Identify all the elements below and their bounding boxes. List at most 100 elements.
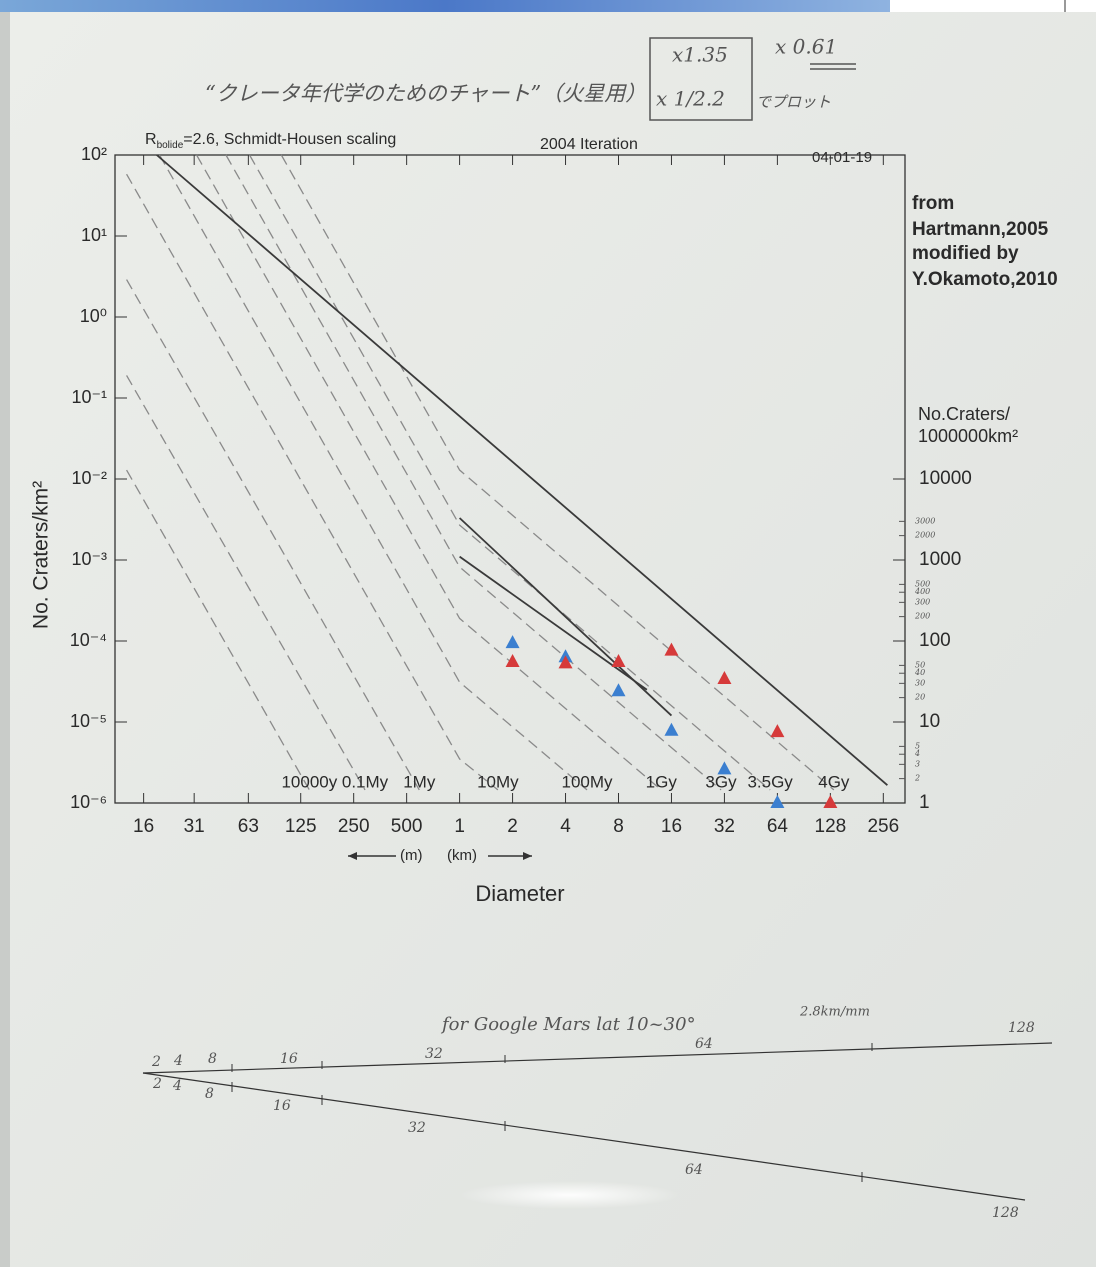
triangle-marker <box>664 722 679 736</box>
y2-minor-label: 200 <box>914 612 930 621</box>
isochron-label: 1Gy <box>646 772 678 791</box>
triangle-marker <box>611 654 626 668</box>
chart-title: 2004 Iteration <box>540 136 638 153</box>
scale-label: 4 <box>172 1078 182 1094</box>
arrow-head <box>523 852 532 860</box>
scale-label: 8 <box>208 1051 217 1067</box>
scale-note: for Google Mars lat 10~30° <box>440 1014 696 1035</box>
y2-tick-label: 10 <box>919 711 940 732</box>
scale-labels: 2 4 8 16 32 64 128 2 4 8 16 32 64 128 <box>151 1020 1035 1221</box>
chart-date: 04-01-19 <box>812 149 872 166</box>
y2-tick-label: 1000 <box>919 549 961 570</box>
triangle-marker <box>505 635 520 649</box>
y2-minor-label: 2 <box>914 774 920 783</box>
x-tick-label: 16 <box>661 816 682 837</box>
isochron-label: 10My <box>477 772 519 791</box>
source-line: modified by <box>912 243 1019 264</box>
y2-minor-label: 5 <box>915 741 920 750</box>
x-tick-label: 64 <box>767 816 789 837</box>
x-tick-label: 16 <box>133 816 154 837</box>
triangle-marker <box>611 683 626 697</box>
y2-minor-label: 300 <box>915 597 930 606</box>
x-tick-label: 500 <box>391 816 423 837</box>
y2-label: No.Craters/ <box>918 404 1010 424</box>
source-line: Y.Okamoto,2010 <box>912 269 1058 290</box>
y2-minor-label: 40 <box>914 668 925 677</box>
handwritten-note: x1.35 <box>672 43 728 67</box>
x-tick-label: 63 <box>238 816 259 837</box>
handwritten-note: でプロット <box>756 93 831 111</box>
triangle-marker <box>717 670 732 684</box>
isochron-label: 100My <box>562 772 614 791</box>
isochron <box>225 154 722 791</box>
x-unit: (m) <box>400 847 423 864</box>
y2-minor-label: 30 <box>915 678 925 687</box>
y-tick-label: 10⁰ <box>80 306 107 326</box>
x-tick-label: 32 <box>714 816 735 837</box>
handwritten-note: x 0.61 <box>775 35 837 59</box>
x-tick-label: 125 <box>285 816 317 837</box>
y2-minor-label: 4 <box>914 749 920 758</box>
scale-line <box>142 1072 1026 1201</box>
x-tick-label: 31 <box>184 816 205 837</box>
y2-minor-label: 400 <box>914 587 930 596</box>
x-tick-label: 2 <box>507 816 518 837</box>
scaling-part: R <box>145 131 157 148</box>
scale-resolution: 2.8km/mm <box>799 1005 870 1020</box>
scale-label: 128 <box>992 1205 1019 1221</box>
arrow-head <box>348 852 357 860</box>
isochron <box>158 154 588 791</box>
x-tick-label: 128 <box>815 816 847 837</box>
y2-minor-label: 3 <box>915 759 920 768</box>
glare <box>460 1181 680 1209</box>
isochron <box>248 154 771 791</box>
y-tick-label: 10⁻⁵ <box>70 711 107 731</box>
scale-label: 4 <box>173 1053 183 1069</box>
isochron <box>126 375 366 791</box>
y-tick-label: 10⁻⁶ <box>70 792 107 812</box>
paper-edge <box>0 0 10 1267</box>
x-tick-label: 250 <box>338 816 370 837</box>
source: from Hartmann,2005 modified by Y.Okamoto… <box>912 193 1058 290</box>
y2-minor-label: 50 <box>915 660 925 669</box>
y2-label: 1000000km² <box>918 426 1018 446</box>
handwritten-note: x 1/2.2 <box>656 87 725 111</box>
scaling-note: Rbolide=2.6, Schmidt-Housen scaling <box>145 131 396 150</box>
isochron-label: 10000y <box>281 772 337 791</box>
y-tick-label: 10¹ <box>81 225 107 245</box>
triangle-marker <box>770 795 785 808</box>
y2-tick-label: 100 <box>919 630 951 651</box>
x-tick-label: 8 <box>613 816 624 837</box>
triangle-marker <box>823 795 838 808</box>
solid-line <box>156 154 888 786</box>
scale-label: 32 <box>425 1046 443 1062</box>
y-tick-label: 10² <box>81 144 107 164</box>
solid-line <box>459 555 648 691</box>
y2-minor-label: 500 <box>915 579 930 588</box>
x-tick-label: 1 <box>454 816 465 837</box>
y-label: No. Craters/km² <box>30 481 53 629</box>
isochron-label: 0.1My <box>342 772 389 791</box>
y2-minor-label: 2000 <box>914 531 935 540</box>
scale-label: 16 <box>273 1098 291 1114</box>
triangle-marker <box>558 655 573 669</box>
scale-label: 8 <box>205 1086 214 1102</box>
scale-label: 2 <box>152 1076 162 1092</box>
source-line: from <box>912 193 954 214</box>
isochron-label: 3Gy <box>705 772 737 791</box>
top-strip <box>0 0 890 12</box>
scale-label: 2 <box>151 1054 161 1070</box>
top-right-white <box>890 0 1096 12</box>
scaling-part: bolide <box>157 140 184 151</box>
note-box <box>649 37 753 121</box>
triangle-marker <box>717 761 732 775</box>
x-unit: (km) <box>447 847 477 864</box>
y2-minor-label: 20 <box>914 693 925 702</box>
triangle-marker <box>664 642 679 656</box>
x-tick-label: 4 <box>560 816 571 837</box>
scale-label: 32 <box>408 1120 426 1136</box>
scale-label: 64 <box>695 1036 713 1052</box>
scale-line <box>142 1042 1053 1074</box>
